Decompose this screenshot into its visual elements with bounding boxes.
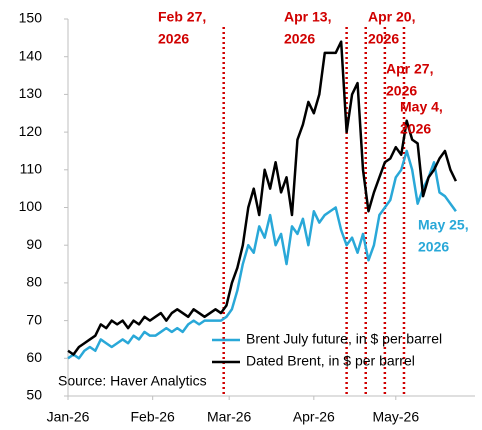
y-tick-label: 50: [26, 387, 42, 403]
legend-label: Dated Brent, in $ per barrel: [246, 353, 415, 369]
y-tick-label: 140: [19, 47, 43, 63]
x-tick-label: Apr-26: [293, 409, 335, 425]
annotation: Apr 20,: [368, 9, 415, 25]
annotation: 2026: [386, 83, 417, 99]
y-tick-label: 110: [20, 161, 43, 177]
y-tick-label: 120: [19, 123, 43, 139]
annotation: 2026: [368, 31, 399, 47]
source-note: Source: Haver Analytics: [58, 373, 207, 389]
y-tick-label: 90: [26, 236, 42, 252]
legend-label: Brent July future, in $ per barrel: [246, 331, 442, 347]
series-line: [67, 40, 458, 356]
y-tick-label: 70: [26, 311, 42, 327]
annotation: 2026: [418, 239, 449, 255]
annotation: Apr 13,: [284, 9, 331, 25]
y-tick-label: 60: [26, 349, 42, 365]
annotation: Feb 27,: [158, 9, 206, 25]
x-tick-label: Feb-26: [130, 409, 175, 425]
series-line: [67, 149, 457, 360]
x-tick-label: Mar-26: [207, 409, 252, 425]
annotation: 2026: [400, 121, 431, 137]
y-tick-label: 80: [26, 274, 42, 290]
y-tick-label: 150: [19, 10, 43, 26]
annotation: 2026: [284, 31, 315, 47]
annotation: 2026: [158, 31, 189, 47]
annotation: May 4,: [400, 99, 443, 115]
x-tick-label: May-26: [372, 409, 419, 425]
x-tick-label: Jan-26: [47, 409, 90, 425]
y-tick-label: 100: [19, 198, 43, 214]
y-tick-label: 130: [19, 85, 43, 101]
annotation: May 25,: [418, 217, 469, 233]
annotation: Apr 27,: [386, 61, 433, 77]
